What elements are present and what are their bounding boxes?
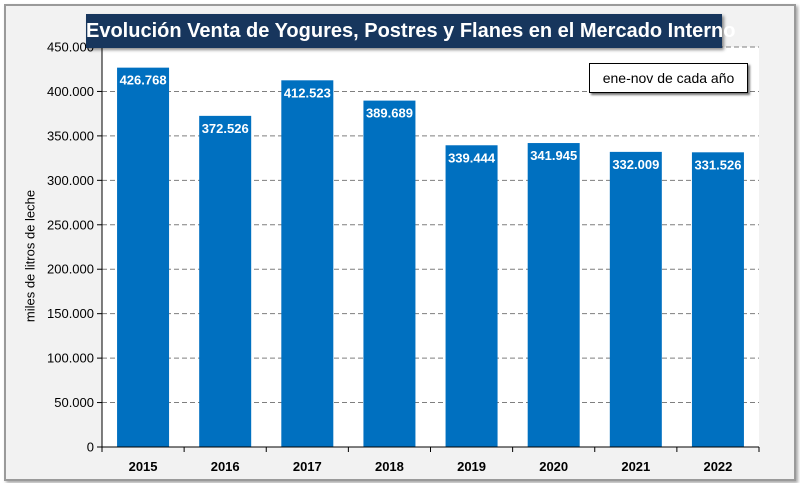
x-tick-label: 2020 bbox=[539, 459, 568, 474]
y-tick-label: 250.000 bbox=[47, 217, 94, 232]
x-tick-label: 2021 bbox=[621, 459, 650, 474]
bar bbox=[527, 143, 580, 447]
x-tick-label: 2018 bbox=[375, 459, 404, 474]
x-tick-label: 2017 bbox=[293, 459, 322, 474]
bar bbox=[445, 145, 498, 447]
y-tick-label: 150.000 bbox=[47, 306, 94, 321]
y-tick-label: 50.000 bbox=[54, 395, 94, 410]
bar bbox=[117, 67, 170, 447]
data-label: 412.523 bbox=[284, 85, 331, 100]
bar bbox=[363, 100, 416, 448]
bar bbox=[609, 151, 662, 447]
chart-title: Evolución Venta de Yogures, Postres y Fl… bbox=[86, 14, 735, 48]
data-label: 331.526 bbox=[694, 157, 741, 172]
data-label: 341.945 bbox=[530, 148, 577, 163]
y-tick-label: 450.000 bbox=[47, 40, 94, 55]
y-tick-label: 100.000 bbox=[47, 351, 94, 366]
x-tick-label: 2015 bbox=[129, 459, 158, 474]
data-label: 372.526 bbox=[202, 121, 249, 136]
data-label: 426.768 bbox=[120, 73, 167, 88]
bar bbox=[281, 80, 334, 447]
x-tick-label: 2022 bbox=[703, 459, 732, 474]
period-note: ene-nov de cada año bbox=[589, 63, 748, 93]
bar-chart: 0 50.000 100.000 150.000 200.000 250.000 300.0… bbox=[47, 40, 760, 474]
chart-frame: 0 50.000 100.000 150.000 200.000 250.000 300.0… bbox=[4, 4, 796, 481]
data-label: 389.689 bbox=[366, 106, 413, 121]
y-tick-label: 350.000 bbox=[47, 128, 94, 143]
y-tick-label: 0 bbox=[87, 440, 94, 455]
y-axis-label: miles de litros de leche bbox=[22, 189, 38, 323]
y-tick-label: 300.000 bbox=[47, 173, 94, 188]
data-label: 339.444 bbox=[448, 150, 496, 165]
x-tick-label: 2016 bbox=[211, 459, 240, 474]
x-tick-label: 2019 bbox=[457, 459, 486, 474]
y-tick-label: 200.000 bbox=[47, 262, 94, 277]
bar bbox=[691, 152, 744, 447]
y-tick-label: 400.000 bbox=[47, 84, 94, 99]
data-label: 332.009 bbox=[612, 157, 659, 172]
bar bbox=[199, 115, 252, 447]
